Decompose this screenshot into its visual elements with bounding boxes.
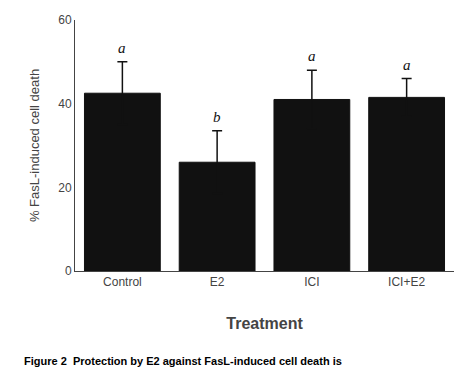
svg-text:Figure 2 Protection by E2 aga: Figure 2 Protection by E2 against FasL-i… [24, 355, 342, 367]
svg-text:0: 0 [65, 264, 72, 278]
svg-text:b: b [213, 109, 221, 125]
svg-text:a: a [118, 40, 126, 56]
svg-text:60: 60 [58, 13, 72, 27]
svg-text:E2: E2 [210, 275, 225, 289]
svg-text:ICI: ICI [304, 275, 319, 289]
svg-text:20: 20 [58, 181, 72, 195]
svg-text:a: a [308, 48, 316, 64]
svg-text:% FasL-induced cell death: % FasL-induced cell death [27, 69, 42, 222]
svg-text:ICI+E2: ICI+E2 [388, 275, 425, 289]
svg-text:40: 40 [58, 97, 72, 111]
svg-text:Treatment: Treatment [226, 315, 303, 332]
svg-text:Control: Control [103, 275, 142, 289]
svg-text:a: a [403, 57, 411, 73]
